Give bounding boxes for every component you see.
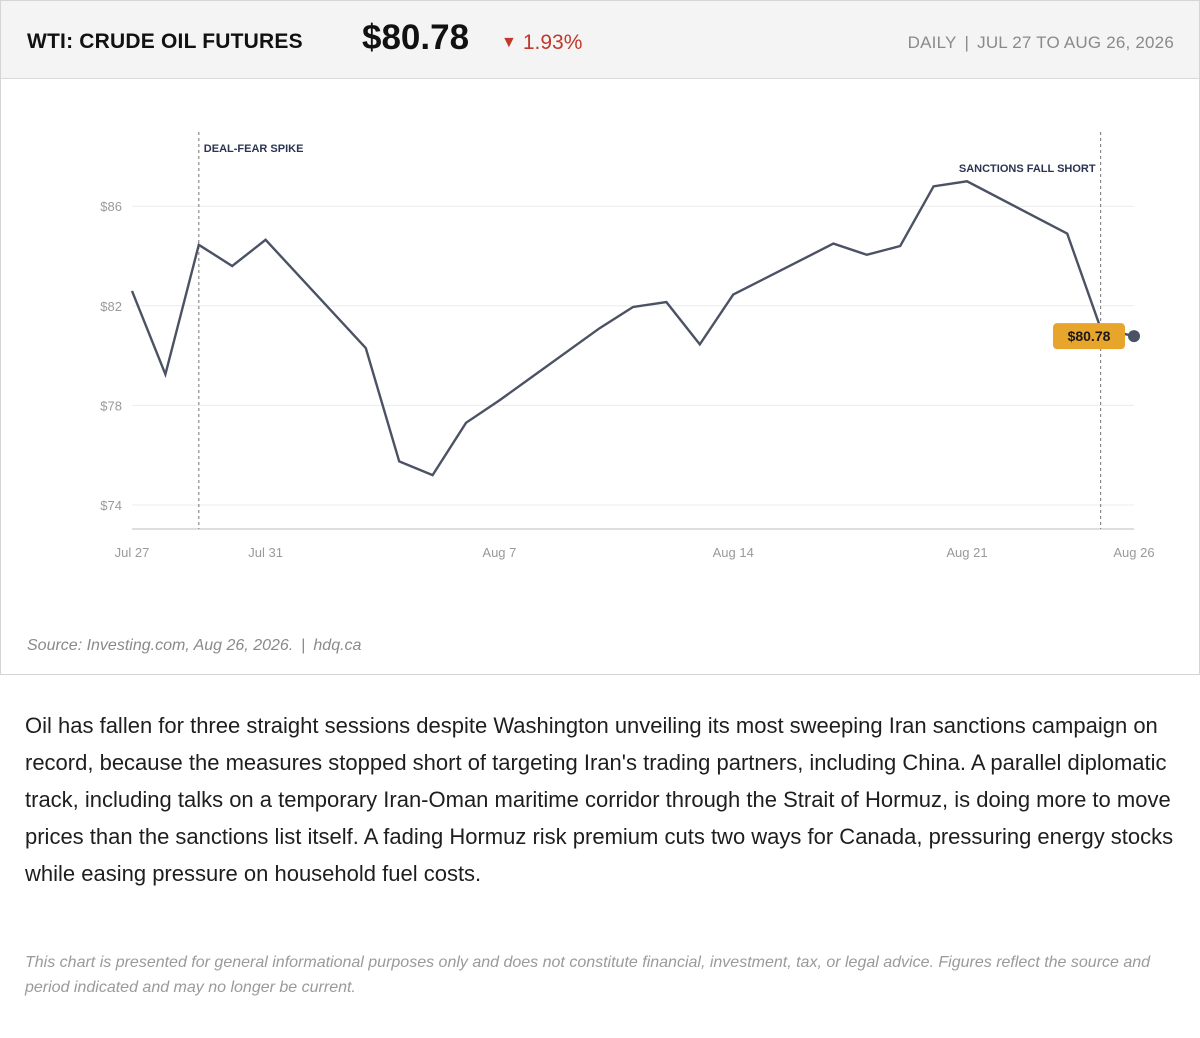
x-tick-label: Jul 31	[248, 545, 283, 560]
last-value-badge	[1053, 323, 1125, 350]
current-price: $80.78	[362, 18, 470, 57]
last-value-dot	[1128, 330, 1140, 343]
period-range: JUL 27 TO AUG 26, 2026	[977, 33, 1174, 52]
disclaimer: This chart is presented for general info…	[25, 954, 1151, 996]
down-arrow-icon: ▼	[501, 34, 517, 51]
source-site: hdq.ca	[313, 637, 362, 654]
y-tick-label: $78	[100, 398, 122, 413]
price-change: ▼ 1.93%	[501, 31, 582, 55]
period-frequency: DAILY	[907, 33, 957, 52]
x-tick-label: Aug 21	[946, 545, 987, 560]
y-tick-label: $86	[100, 199, 122, 214]
chart-title: WTI: CRUDE OIL FUTURES	[27, 30, 303, 53]
chart-period: DAILY | JUL 27 TO AUG 26, 2026	[908, 33, 1174, 53]
x-tick-label: Aug 14	[713, 545, 754, 560]
last-value-label: $80.78	[1068, 328, 1111, 344]
price-change-value: 1.93%	[522, 31, 583, 54]
chart-source: Source: Investing.com, Aug 26, 2026. | hdq…	[27, 637, 361, 655]
x-tick-label: Jul 27	[115, 545, 150, 560]
source-text: Source: Investing.com, Aug 26, 2026.	[27, 637, 294, 654]
chart-card: WTI: CRUDE OIL FUTURES $80.78 ▼ 1.93% DAI…	[0, 0, 1200, 675]
annotation-label: DEAL-FEAR SPIKE	[204, 143, 304, 155]
y-tick-label: $74	[100, 498, 122, 513]
annotation-label: SANCTIONS FALL SHORT	[959, 163, 1096, 175]
period-separator: |	[964, 33, 970, 52]
source-separator: |	[301, 637, 306, 654]
y-tick-label: $82	[100, 299, 122, 314]
price-line	[130, 180, 1135, 477]
x-tick-label: Aug 7	[482, 545, 516, 560]
article-body: Oil has fallen for three straight sessio…	[25, 713, 1174, 886]
price-chart: $74 $78 $82 $86 Jul 27 Jul 31 Aug 7 Aug 14 Aug 2…	[100, 132, 1155, 560]
chart-header: WTI: CRUDE OIL FUTURES $80.78 ▼ 1.93% DAI…	[1, 1, 1199, 79]
x-tick-label: Aug 26	[1113, 545, 1154, 560]
